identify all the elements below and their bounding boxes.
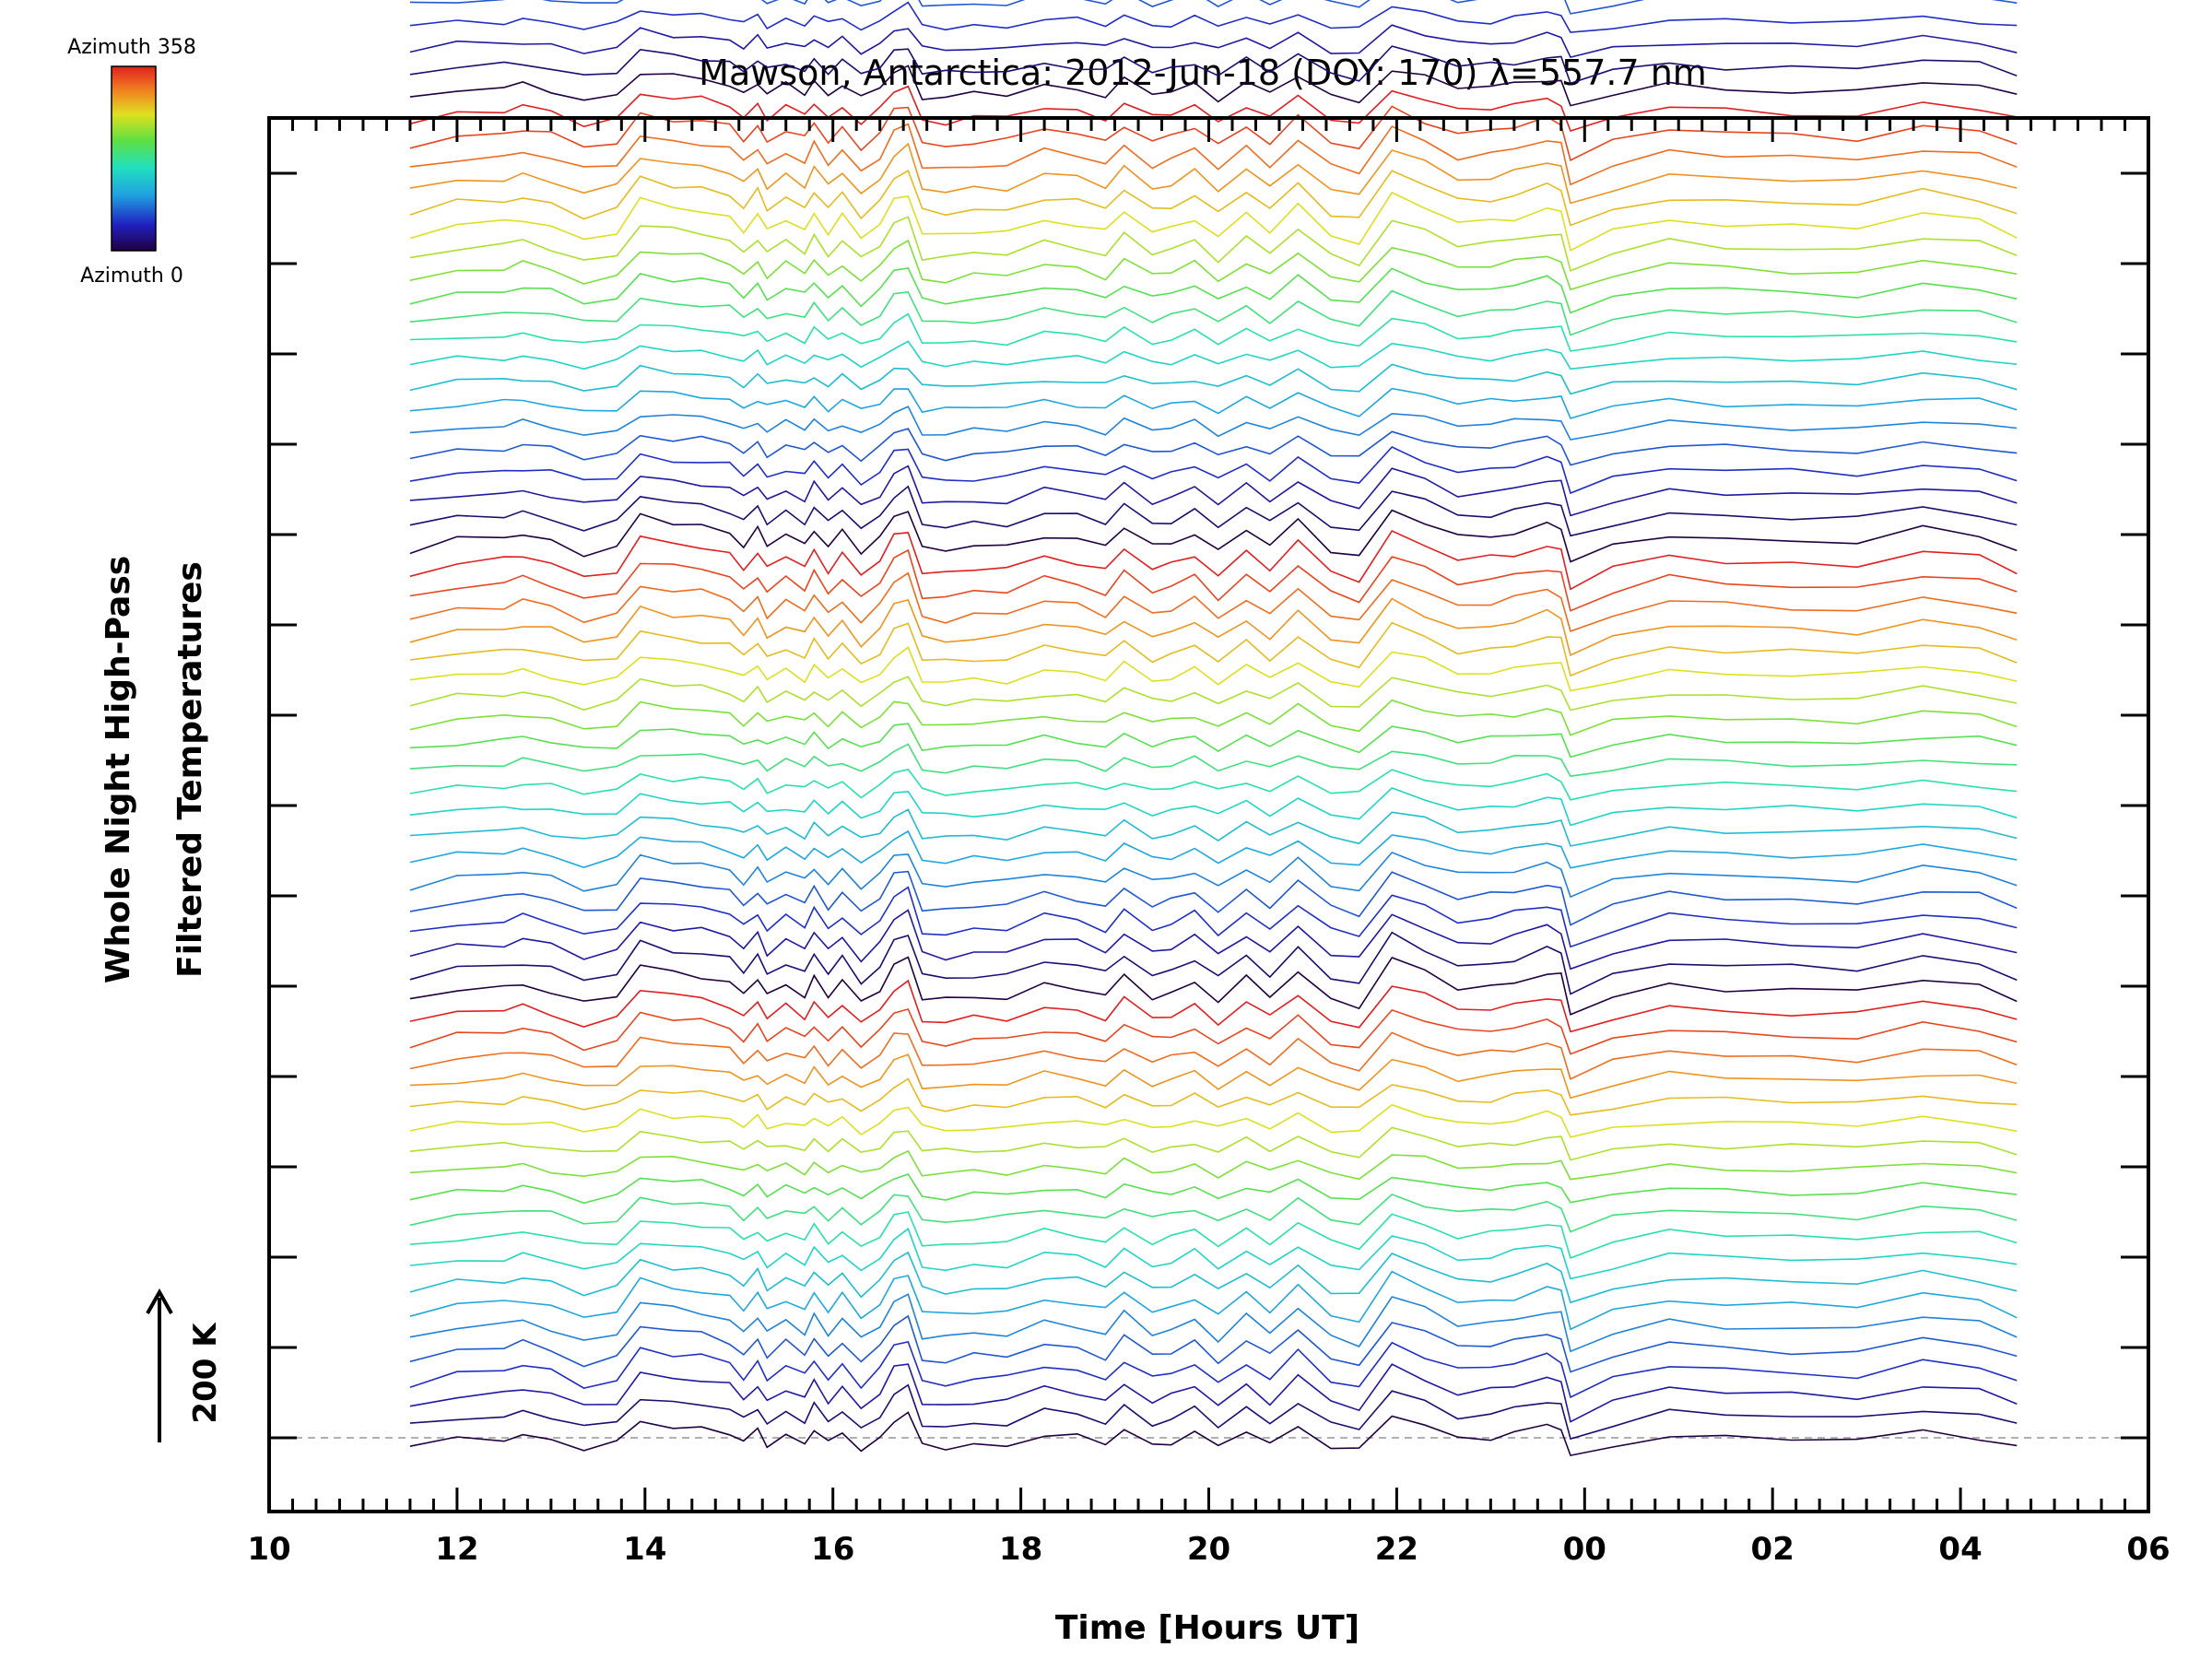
series-line — [409, 1383, 2018, 1441]
series-line — [409, 428, 2018, 466]
series-line — [409, 1, 2018, 33]
colorbar — [111, 65, 157, 252]
series-line — [409, 909, 2018, 971]
x-tick-label: 02 — [1751, 1531, 1794, 1568]
series-line — [409, 956, 2018, 1016]
series-line — [409, 363, 2018, 395]
series-line — [409, 1031, 2018, 1080]
series-line — [409, 1126, 2018, 1161]
series-line — [409, 723, 2018, 759]
series-line — [409, 191, 2018, 252]
x-tick-label: 16 — [811, 1531, 854, 1568]
series-line — [409, 1293, 2018, 1353]
series-line — [409, 1077, 2018, 1116]
x-tick-label: 14 — [623, 1531, 666, 1568]
series-line — [409, 1363, 2018, 1423]
series-line — [409, 65, 2018, 107]
series-line — [409, 485, 2018, 537]
x-tick-label: 00 — [1563, 1531, 1606, 1568]
series-line — [409, 548, 2018, 612]
series-line — [409, 387, 2018, 419]
x-tick-label: 18 — [999, 1531, 1042, 1568]
chart-title: Mawson, Antarctica: 2012-Jun-18 (DOY: 17… — [699, 53, 1707, 93]
y-axis-title-line1: Whole Night High-Pass — [100, 556, 137, 983]
x-tick-label: 10 — [247, 1531, 290, 1568]
series-line — [409, 1314, 2018, 1373]
x-axis-title: Time [Hours UT] — [1055, 1609, 1359, 1647]
series-line — [409, 85, 2018, 132]
series-line — [409, 1053, 2018, 1100]
x-tick-label: 06 — [2126, 1531, 2170, 1568]
series-line — [409, 768, 2018, 801]
series-line — [409, 786, 2018, 827]
series-line — [409, 105, 2018, 162]
series-line — [409, 597, 2018, 657]
series-line — [409, 24, 2018, 59]
series-line — [409, 1411, 2018, 1457]
series-line — [409, 216, 2018, 272]
series-line — [409, 886, 2018, 948]
series-line — [409, 289, 2018, 336]
series-line — [409, 239, 2018, 291]
series-line — [409, 1103, 2018, 1138]
series-line — [409, 45, 2018, 85]
series-line — [409, 1251, 2018, 1304]
series-group — [269, 0, 2148, 1457]
series-line — [409, 123, 2018, 186]
x-tick-label: 12 — [435, 1531, 478, 1568]
series-line — [409, 509, 2018, 563]
colorbar-bottom-label: Azimuth 0 — [80, 265, 183, 288]
series-line — [409, 699, 2018, 736]
series-line — [409, 830, 2018, 869]
series-line — [409, 851, 2018, 899]
axes-group: 10 12 14 16 18 20 22 00 02 04 06 — [247, 116, 2171, 1568]
series-line — [409, 446, 2018, 495]
series-line — [409, 1340, 2018, 1399]
colorbar-top-label: Azimuth 358 — [67, 36, 196, 59]
series-line — [409, 1149, 2018, 1181]
series-line — [409, 406, 2018, 441]
series-line — [409, 465, 2018, 517]
series-line — [409, 571, 2018, 632]
series-line — [409, 931, 2018, 995]
series-line — [409, 170, 2018, 227]
series-line — [409, 340, 2018, 371]
series-line — [409, 621, 2018, 677]
series-line — [409, 646, 2018, 692]
series-line — [409, 1211, 2018, 1259]
x-tick-label: 20 — [1187, 1531, 1230, 1568]
series-line — [409, 142, 2018, 205]
series-line — [409, 1007, 2018, 1055]
series-line — [409, 808, 2018, 847]
scale-arrow-head — [146, 1288, 173, 1314]
series-line — [409, 267, 2018, 314]
x-tick-label: 04 — [1938, 1531, 1982, 1568]
series-line — [409, 676, 2018, 712]
series-line — [409, 979, 2018, 1033]
series-line — [409, 312, 2018, 352]
series-line — [409, 1193, 2018, 1233]
scale-bar: 200 K — [146, 1288, 224, 1442]
scale-bar-label: 200 K — [187, 1322, 224, 1424]
x-tick-label: 22 — [1375, 1531, 1418, 1568]
plot-frame — [267, 116, 2150, 1513]
series-line — [409, 1227, 2018, 1280]
y-axis-title-line2: Filtered Temperatures — [171, 561, 209, 978]
series-line — [409, 529, 2018, 591]
series-line — [409, 1270, 2018, 1331]
series-line — [409, 1173, 2018, 1205]
series-line — [409, 743, 2018, 777]
series-line — [409, 870, 2018, 926]
